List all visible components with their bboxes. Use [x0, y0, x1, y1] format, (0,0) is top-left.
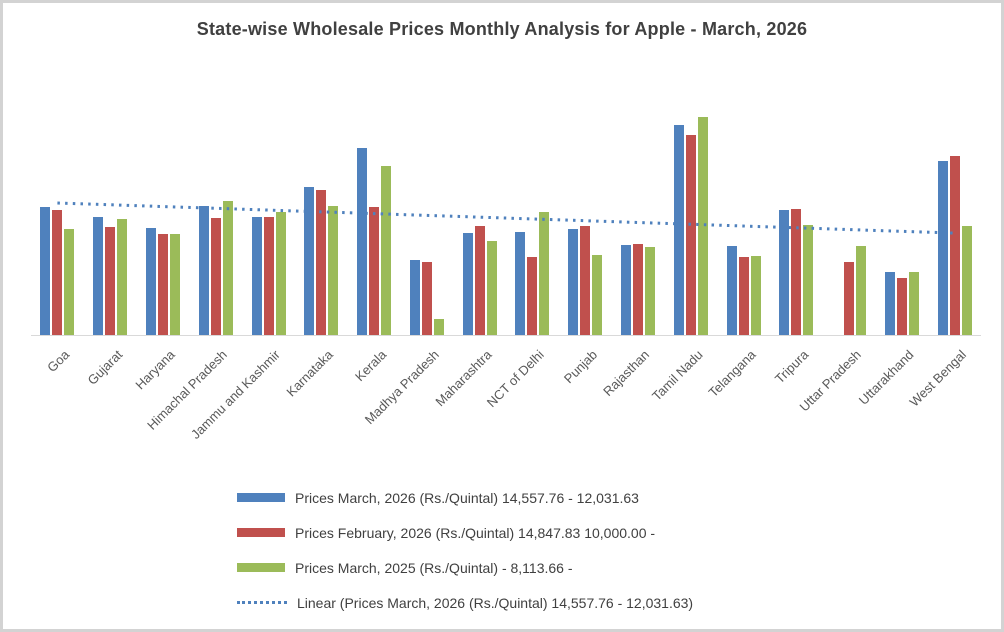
bar: [580, 226, 591, 335]
legend: Prices March, 2026 (Rs./Quintal) 14,557.…: [237, 490, 693, 630]
bar-group-jammu-and-kashmir: [242, 71, 295, 335]
x-axis-label: Kerala: [351, 347, 389, 385]
x-axis-label: Telangana: [705, 347, 759, 401]
bar-group-tripura: [770, 71, 823, 335]
chart-title: State-wise Wholesale Prices Monthly Anal…: [196, 19, 808, 39]
bar: [328, 206, 339, 335]
legend-swatch: [237, 493, 285, 502]
bar-group-west-bengal: [928, 71, 981, 335]
bar-group-punjab: [559, 71, 612, 335]
plot-area: [31, 71, 981, 336]
bar: [750, 256, 761, 335]
x-axis-label: Haryana: [132, 347, 178, 393]
bar: [52, 210, 63, 335]
bar: [844, 262, 855, 335]
bar: [105, 227, 116, 335]
bar: [40, 207, 51, 335]
bar-group-himachal-pradesh: [189, 71, 242, 335]
bar: [198, 206, 209, 335]
legend-label: Prices March, 2025 (Rs./Quintal) - 8,113…: [295, 559, 573, 576]
bar: [369, 207, 380, 335]
legend-item: Prices February, 2026 (Rs./Quintal) 14,8…: [237, 524, 693, 541]
bar: [64, 229, 75, 335]
bar: [157, 234, 168, 335]
bar: [884, 272, 895, 335]
bar: [421, 262, 432, 335]
bar-group-nct-of-delhi: [506, 71, 559, 335]
bar: [251, 217, 262, 335]
bar-group-rajasthan: [612, 71, 665, 335]
bar: [779, 210, 790, 335]
x-axis-label: Tripura: [771, 347, 811, 387]
legend-label: Prices March, 2026 (Rs./Quintal) 14,557.…: [295, 489, 639, 506]
legend-swatch: [237, 563, 285, 572]
bar: [357, 148, 368, 335]
legend-label: Linear (Prices March, 2026 (Rs./Quintal)…: [297, 594, 694, 611]
bar-group-madhya-pradesh: [400, 71, 453, 335]
bar: [304, 187, 315, 335]
x-axis-label: Jammu and Kashmir: [188, 347, 284, 442]
x-axis-label: Goa: [44, 347, 73, 375]
bar: [738, 257, 749, 335]
legend-swatch-dotted-line: [237, 601, 287, 604]
bar: [527, 257, 538, 335]
bar: [937, 161, 948, 335]
bar: [908, 272, 919, 335]
bar: [949, 156, 960, 335]
bar: [117, 219, 128, 335]
x-axis-label: Gujarat: [84, 347, 125, 388]
bar: [474, 226, 485, 335]
bar: [791, 209, 802, 335]
legend-swatch: [237, 528, 285, 537]
bar-group-gujarat: [84, 71, 137, 335]
bar: [726, 246, 737, 335]
bar: [803, 225, 814, 335]
bar: [697, 117, 708, 335]
bar-group-tamil-nadu: [664, 71, 717, 335]
bar-group-goa: [31, 71, 84, 335]
bar: [210, 218, 221, 335]
legend-item-trendline: Linear (Prices March, 2026 (Rs./Quintal)…: [237, 594, 694, 611]
bar-group-haryana: [137, 71, 190, 335]
bar-group-uttarakhand: [876, 71, 929, 335]
bar-group-karnataka: [295, 71, 348, 335]
x-axis-labels: Goa Gujarat Haryana Himachal Pradesh Jammu a…: [31, 339, 981, 464]
bar: [685, 135, 696, 335]
bar: [673, 125, 684, 335]
bar: [316, 190, 327, 335]
legend-item: Prices March, 2026 (Rs./Quintal) 14,557.…: [237, 489, 693, 506]
bar: [620, 245, 631, 335]
x-axis-label: Rajasthan: [600, 347, 653, 400]
bar: [263, 217, 274, 335]
bar: [486, 241, 497, 335]
bar: [93, 217, 104, 335]
bar: [145, 228, 156, 335]
bar: [644, 247, 655, 335]
bar: [896, 278, 907, 335]
bar-group-kerala: [348, 71, 401, 335]
bar: [381, 166, 392, 335]
bar-group-maharashtra: [453, 71, 506, 335]
x-axis-label: Tamil Nadu: [648, 347, 706, 404]
bar: [539, 212, 550, 335]
bar: [169, 234, 180, 335]
bar: [568, 229, 579, 335]
bar: [409, 260, 420, 335]
bar: [632, 244, 643, 335]
x-axis-label: Punjab: [560, 347, 600, 387]
bar: [433, 319, 444, 335]
bar: [275, 212, 286, 335]
x-axis-label: Karnataka: [283, 347, 336, 400]
bar: [592, 255, 603, 335]
bar: [961, 226, 972, 335]
bar: [515, 232, 526, 335]
bar-group-telangana: [717, 71, 770, 335]
bar: [856, 246, 867, 335]
bar: [462, 233, 473, 335]
bar-group-uttar-pradesh: [823, 71, 876, 335]
legend-item: Prices March, 2025 (Rs./Quintal) - 8,113…: [237, 559, 693, 576]
bar: [222, 201, 233, 335]
legend-label: Prices February, 2026 (Rs./Quintal) 14,8…: [295, 524, 656, 541]
